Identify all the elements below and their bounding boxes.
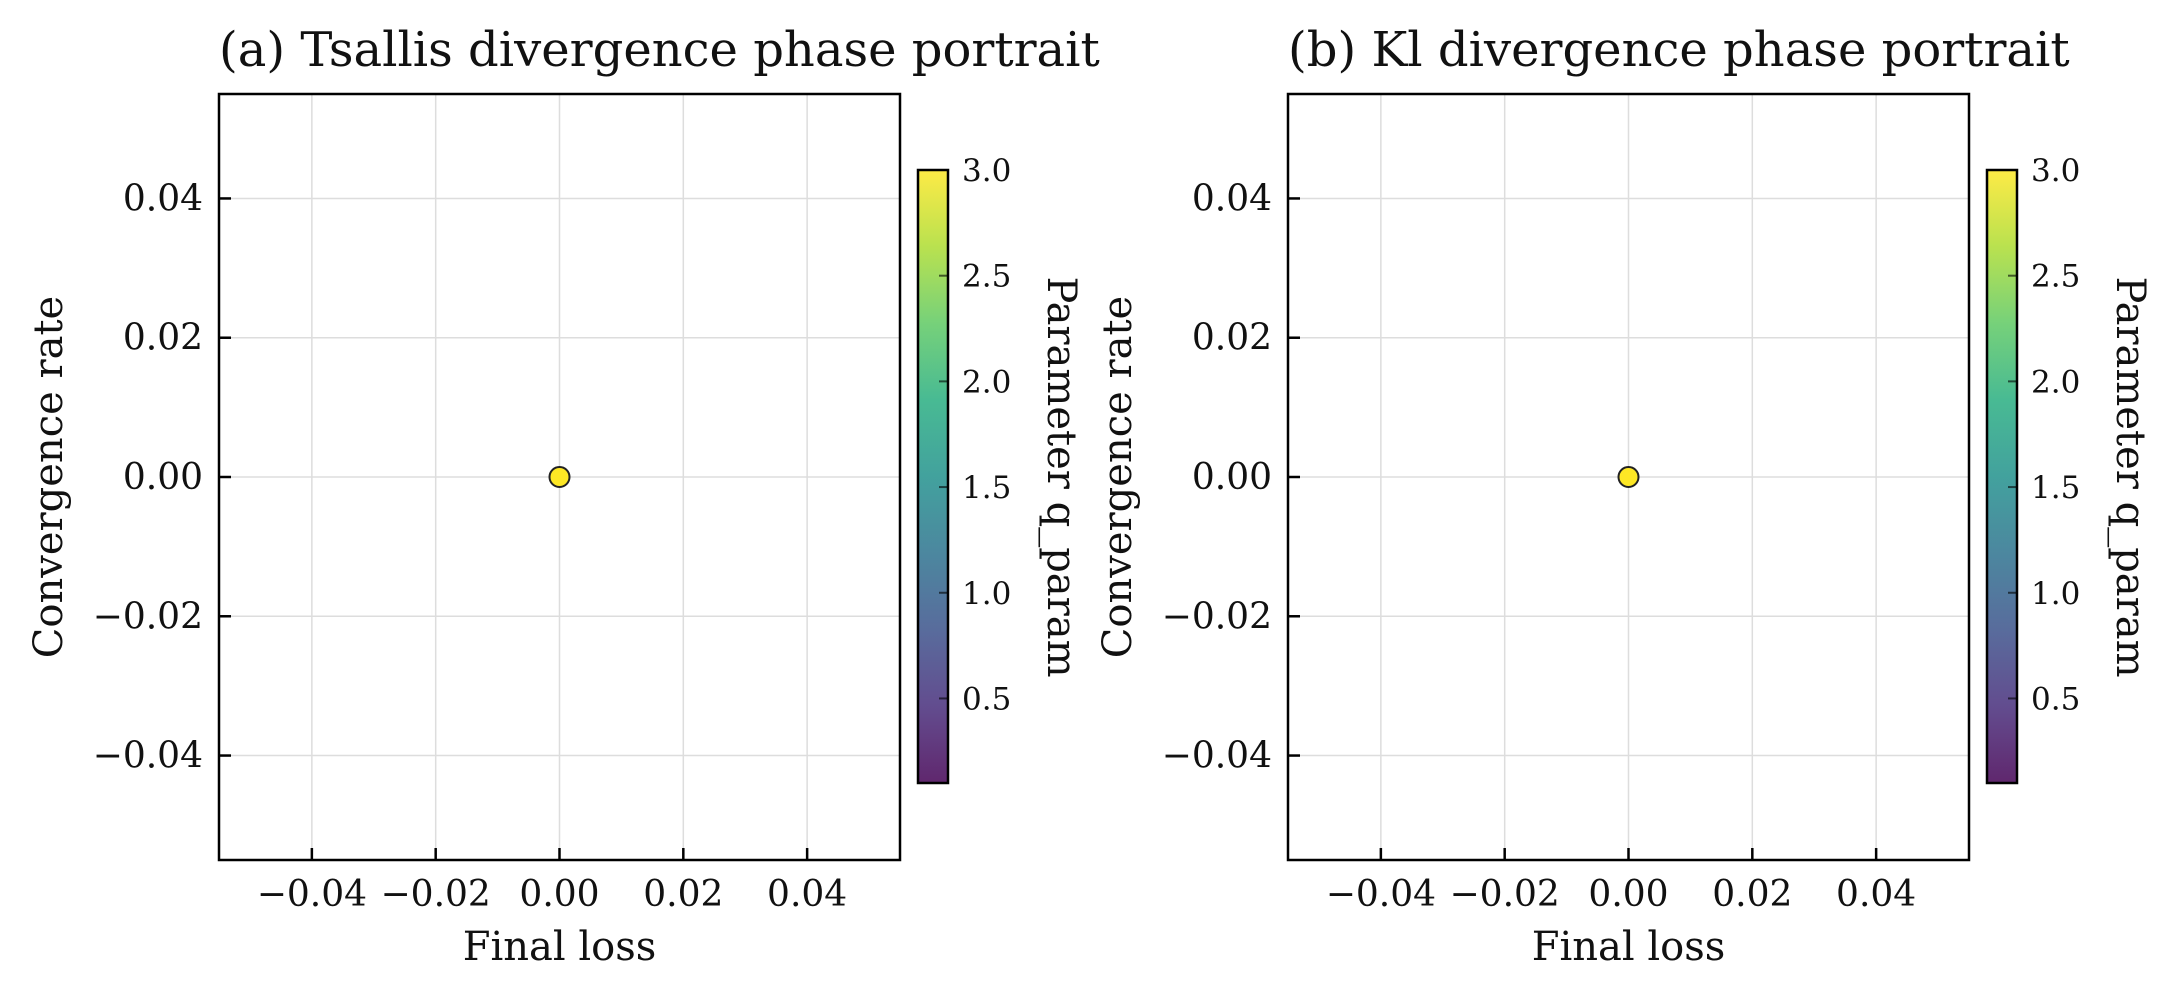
x-tick-label: 0.00 [1588,874,1668,915]
colorbar-tick-label: 3.0 [2031,153,2080,189]
y-tick-label: 0.02 [1192,318,1272,359]
colorbar-tick-label: 2.5 [2031,259,2080,295]
y-axis-label: Convergence rate [26,296,72,658]
colorbar-tick-label: 0.5 [2031,681,2080,717]
scatter-point [1617,466,1640,488]
y-axis-ticks: −0.04 −0.02 0.00 0.02 0.04 [93,178,231,777]
colorbar-tick-label: 2.0 [2031,364,2080,400]
y-tick-label: 0.04 [1192,178,1272,219]
colorbar-tick-label: 1.5 [962,470,1011,506]
colorbar-frame [916,168,950,785]
colorbar-tick-label: 2.5 [962,259,1011,295]
x-axis-ticks: −0.04 −0.02 0.00 0.02 0.04 [1326,848,1916,915]
colorbar: 0.5 1.0 1.5 2.0 2.5 3.0 Parameter q_param [916,153,1084,785]
x-tick-label: 0.04 [1836,874,1916,915]
colorbar-tick-label: 1.0 [962,576,1011,612]
scatter-points [1617,466,1640,488]
x-tick-label: 0.04 [767,874,847,915]
colorbar-gradient [1987,170,2017,783]
colorbar-tick-label: 0.5 [962,681,1011,717]
colorbar-frame [1985,168,2019,785]
colorbar-tick-label: 1.0 [2031,576,2080,612]
x-tick-label: −0.02 [1450,874,1560,915]
colorbar-label: Parameter q_param [2107,276,2153,677]
x-axis-ticks: −0.04 −0.02 0.00 0.02 0.04 [257,848,847,915]
y-axis-ticks: −0.04 −0.02 0.00 0.02 0.04 [1162,178,1300,777]
chart-title: (b) Kl divergence phase portrait [1288,22,2070,78]
x-tick-label: −0.04 [257,874,367,915]
grid [219,94,900,860]
y-tick-label: 0.00 [1192,457,1272,498]
colorbar-tick-label: 3.0 [962,153,1011,189]
y-tick-label: 0.02 [123,318,203,359]
panel-a: (a) Tsallis divergence phase portrait −0… [26,22,1100,970]
colorbar-tick-label: 1.5 [2031,470,2080,506]
colorbar-label: Parameter q_param [1038,276,1084,677]
colorbar: 0.5 1.0 1.5 2.0 2.5 3.0 Parameter q_param [1985,153,2153,785]
scatter-point [548,466,571,488]
y-tick-label: −0.04 [93,736,203,777]
colorbar-ticks: 0.5 1.0 1.5 2.0 2.5 3.0 [939,153,1011,717]
colorbar-gradient [918,170,948,783]
y-axis-label: Convergence rate [1095,296,1141,658]
panel-b: (b) Kl divergence phase portrait −0.04 −0… [1095,22,2153,970]
colorbar-tick-label: 2.0 [962,364,1011,400]
x-tick-label: 0.02 [643,874,723,915]
x-tick-label: 0.00 [519,874,599,915]
y-tick-label: −0.02 [93,596,203,637]
x-tick-label: −0.04 [1326,874,1436,915]
x-axis-label: Final loss [463,924,657,970]
y-tick-label: 0.04 [123,178,203,219]
scatter-points [548,466,571,488]
x-tick-label: 0.02 [1712,874,1792,915]
colorbar-ticks: 0.5 1.0 1.5 2.0 2.5 3.0 [2008,153,2080,717]
x-axis-label: Final loss [1532,924,1726,970]
chart-title: (a) Tsallis divergence phase portrait [219,22,1100,78]
y-tick-label: −0.02 [1162,596,1272,637]
y-tick-label: 0.00 [123,457,203,498]
x-tick-label: −0.02 [381,874,491,915]
grid [1288,94,1969,860]
y-tick-label: −0.04 [1162,736,1272,777]
